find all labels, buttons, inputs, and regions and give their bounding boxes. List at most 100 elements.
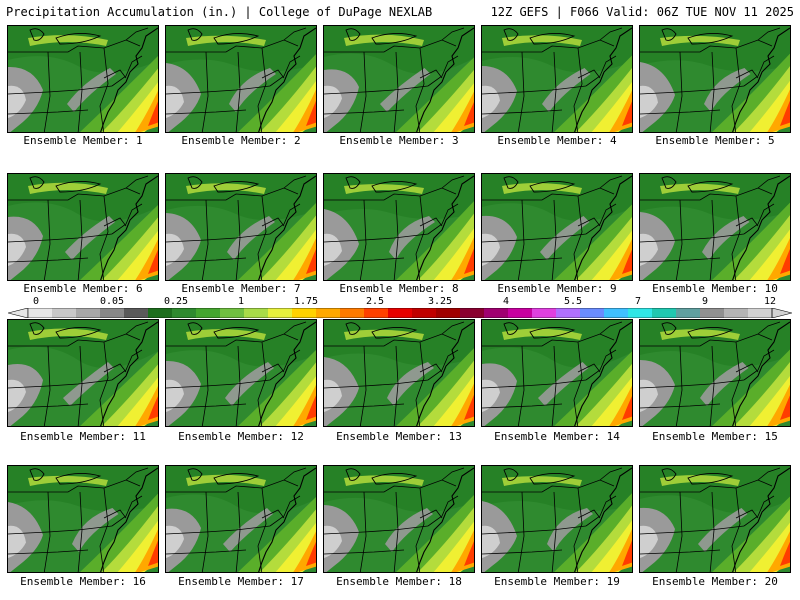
precip-contour-red <box>148 396 158 420</box>
ensemble-map-panel <box>7 25 159 133</box>
precip-contour-red <box>148 101 158 126</box>
precip-map <box>640 320 790 426</box>
precip-contour-streak <box>63 362 114 406</box>
colorbar-segment <box>292 308 317 318</box>
ensemble-member-label: Ensemble Member: 3 <box>339 134 459 147</box>
colorbar-tick-label: 9 <box>701 296 709 307</box>
coastline <box>416 321 474 426</box>
colorbar-tick-label: 12 <box>763 296 777 307</box>
precip-contour-red <box>148 249 158 274</box>
precip-contour-red <box>780 100 790 126</box>
precip-contour-gray <box>324 357 359 426</box>
precip-contour-lakes <box>660 183 740 194</box>
colorbar-scale <box>8 308 792 318</box>
lake-outline <box>29 468 45 481</box>
ensemble-member-label: Ensemble Member: 7 <box>181 282 301 295</box>
ensemble-map-panel <box>481 319 633 427</box>
precip-contour-red <box>622 540 632 566</box>
precip-contour-lakes <box>28 35 108 46</box>
ensemble-member-label: Ensemble Member: 16 <box>20 575 146 588</box>
lake-outline <box>661 28 677 41</box>
state-borders <box>166 175 307 280</box>
coastline <box>732 175 790 280</box>
colorbar-segment <box>340 308 365 318</box>
colorbar-tick-labels: 0 0.05 0.25 1 1.75 2.5 3.25 4 5.5 7 9 12 <box>8 296 792 308</box>
precip-contour-gray <box>482 363 517 426</box>
precip-contour-red <box>622 395 632 420</box>
lake-outline <box>661 176 677 189</box>
ensemble-map-panel <box>639 319 791 427</box>
lake-outline <box>187 176 203 189</box>
colorbar-segment <box>724 308 749 318</box>
lake-outline <box>345 322 361 335</box>
lake-outline <box>29 322 45 335</box>
colorbar-tick-label: 5.5 <box>563 296 583 307</box>
coastline <box>732 467 790 572</box>
precip-colorbar: 0 0.05 0.25 1 1.75 2.5 3.25 4 5.5 7 9 12 <box>8 296 792 320</box>
ensemble-map-panel <box>323 25 475 133</box>
coastline <box>732 321 790 426</box>
precip-contour-red <box>622 101 632 126</box>
precip-contour-streak <box>387 362 434 406</box>
colorbar-outline <box>27 308 773 318</box>
precip-map <box>8 466 158 572</box>
state-borders <box>482 321 623 426</box>
precip-contour-red <box>148 540 158 566</box>
precip-contour-gray <box>166 63 201 132</box>
colorbar-max-arrow <box>771 308 792 318</box>
coastline <box>416 175 474 280</box>
lake-outline <box>529 181 576 193</box>
coastline <box>574 467 632 572</box>
state-borders <box>324 175 465 280</box>
precip-map <box>640 174 790 280</box>
colorbar-segment <box>652 308 677 318</box>
colorbar-segment <box>364 308 389 318</box>
ensemble-member-label: Ensemble Member: 14 <box>494 430 620 443</box>
precip-contour-lakes <box>344 329 424 340</box>
lake-outline <box>661 468 677 481</box>
precip-contour-gray <box>8 364 43 426</box>
ensemble-map-panel <box>165 25 317 133</box>
ensemble-map-panel <box>639 173 791 281</box>
colorbar-segment <box>100 308 125 318</box>
precip-contour-gray <box>324 505 359 572</box>
lake-outline <box>55 181 102 193</box>
state-borders <box>8 321 149 426</box>
coastline <box>258 27 316 132</box>
precip-contour-red <box>306 395 316 420</box>
precip-contour-red <box>464 248 474 274</box>
ensemble-map-panel <box>7 319 159 427</box>
ensemble-member-label: Ensemble Member: 9 <box>497 282 617 295</box>
ensemble-member-label: Ensemble Member: 4 <box>497 134 617 147</box>
precip-contour-gray <box>640 212 675 280</box>
precip-contour-streak <box>700 362 749 406</box>
state-borders <box>8 175 149 280</box>
state-borders <box>8 467 149 572</box>
precip-contour-red <box>780 248 790 274</box>
precip-map <box>166 174 316 280</box>
precip-map <box>482 174 632 280</box>
colorbar-segment <box>748 308 773 318</box>
lake-outline <box>371 327 418 339</box>
precip-contour-streak <box>702 216 750 260</box>
precip-contour-streak <box>540 216 590 260</box>
precip-contour-streak <box>704 68 751 112</box>
coastline <box>258 467 316 572</box>
precip-contour-red <box>306 249 316 274</box>
lake-outline <box>187 28 203 41</box>
precip-map <box>482 466 632 572</box>
precip-contour-lakes <box>344 34 424 46</box>
colorbar-segment <box>532 308 557 318</box>
precip-map <box>482 26 632 132</box>
colorbar-segment <box>196 308 221 318</box>
colorbar-tick-label: 1 <box>237 296 245 307</box>
precip-contour-lakes <box>28 475 108 486</box>
coastline <box>258 175 316 280</box>
ensemble-member-label: Ensemble Member: 5 <box>655 134 775 147</box>
ensemble-member-label: Ensemble Member: 6 <box>23 282 143 295</box>
precip-contour-lakes <box>186 474 266 486</box>
lake-outline <box>503 322 519 335</box>
precip-contour-red <box>464 541 474 566</box>
colorbar-segment <box>316 308 341 318</box>
colorbar-tick-label: 7 <box>634 296 642 307</box>
